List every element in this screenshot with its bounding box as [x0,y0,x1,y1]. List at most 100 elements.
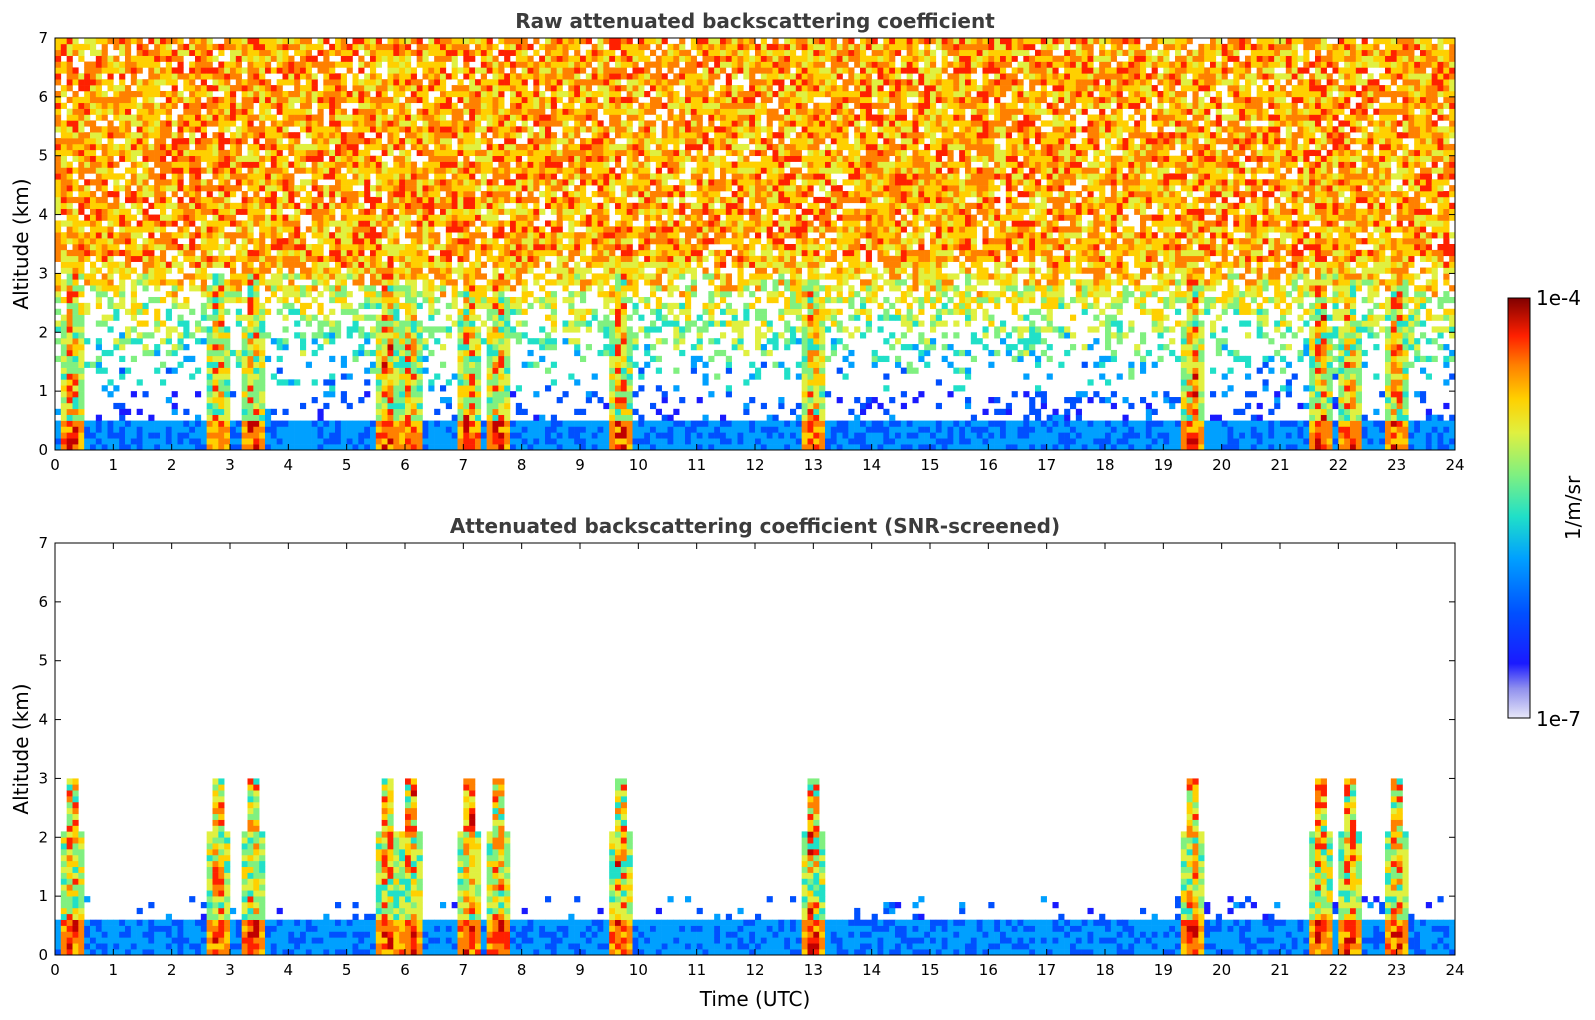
heatmap-cell [218,302,225,310]
heatmap-cell [276,214,283,221]
heatmap-cell [195,49,202,56]
heatmap-cell [597,238,604,245]
heatmap-cell [160,191,167,198]
heatmap-cell [300,291,307,298]
heatmap-cell [358,138,365,145]
heatmap-cell [165,55,172,62]
heatmap-cell [195,214,202,221]
heatmap-cell [463,149,470,157]
heatmap-cell [148,149,155,157]
heatmap-cell [189,279,196,286]
heatmap-cell [498,202,505,209]
heatmap-cell [545,220,552,227]
heatmap-cell [521,79,528,86]
heatmap-cell [294,261,301,268]
heatmap-cell [375,408,382,415]
heatmap-cell [399,291,406,298]
heatmap-cell [405,426,412,433]
heatmap-cell [224,367,231,374]
heatmap-cell [492,285,499,292]
heatmap-cell [492,238,499,245]
heatmap-cell [469,114,476,121]
heatmap-cell [475,108,482,115]
heatmap-cell [224,114,231,121]
heatmap-cell [498,167,505,174]
heatmap-cell [527,167,534,174]
heatmap-cell [340,108,347,115]
heatmap-cell [387,149,394,157]
heatmap-cell [276,143,283,151]
heatmap-cell [270,132,277,139]
heatmap-cell [556,208,563,215]
heatmap-cell [381,420,388,427]
heatmap-cell [265,432,272,439]
heatmap-cell [218,114,225,121]
heatmap-cell [463,326,470,333]
heatmap-cell [259,196,266,204]
heatmap-cell [440,79,447,86]
heatmap-cell [247,238,254,245]
heatmap-cell [521,296,528,304]
heatmap-cell [66,108,73,115]
heatmap-cell [346,444,353,450]
heatmap-cell [463,61,470,68]
heatmap-cell [405,173,412,180]
heatmap-cell [288,96,295,104]
heatmap-cell [457,238,464,245]
heatmap-cell [195,149,202,157]
heatmap-cell [259,161,266,168]
heatmap-cell [340,296,347,304]
heatmap-cell [317,432,324,439]
heatmap-cell [498,444,505,450]
heatmap-cell [562,61,569,68]
heatmap-cell [218,49,225,56]
heatmap-cell [259,214,266,221]
heatmap-cell [457,373,464,380]
heatmap-cell [440,173,447,180]
heatmap-cell [515,173,522,180]
heatmap-cell [195,196,202,204]
heatmap-cell [445,220,452,227]
heatmap-cell [259,43,266,51]
heatmap-cell [422,96,429,104]
heatmap-cell [95,232,102,239]
heatmap-cell [428,191,435,198]
heatmap-cell [375,191,382,198]
heatmap-cell [469,349,476,357]
heatmap-cell [60,379,67,386]
heatmap-cell [545,420,552,427]
heatmap-cell [136,102,143,109]
heatmap-cell [125,85,132,92]
heatmap-cell [550,414,557,421]
heatmap-cell [364,296,371,304]
heatmap-cell [486,149,493,157]
heatmap-cell [434,79,441,86]
heatmap-cell [556,43,563,51]
heatmap-cell [445,202,452,209]
heatmap-cell [603,444,610,450]
heatmap-cell [282,96,289,104]
heatmap-cell [253,73,260,80]
heatmap-cell [183,138,190,145]
heatmap-cell [265,96,272,104]
heatmap-cell [475,296,482,304]
heatmap-cell [550,108,557,115]
heatmap-cell [160,132,167,139]
heatmap-cell [428,226,435,233]
heatmap-cell [422,43,429,51]
heatmap-cell [84,155,91,162]
heatmap-cell [550,85,557,92]
heatmap-cell [125,126,132,133]
heatmap-cell [125,367,132,374]
heatmap-cell [154,202,161,209]
heatmap-cell [451,302,458,310]
heatmap-cell [556,55,563,62]
heatmap-cell [276,308,283,315]
heatmap-cell [416,232,423,239]
heatmap-cell [101,173,108,180]
heatmap-cell [95,249,102,257]
heatmap-cell [329,244,336,251]
heatmap-cell [270,202,277,209]
heatmap-cell [457,173,464,180]
heatmap-cell [323,149,330,157]
